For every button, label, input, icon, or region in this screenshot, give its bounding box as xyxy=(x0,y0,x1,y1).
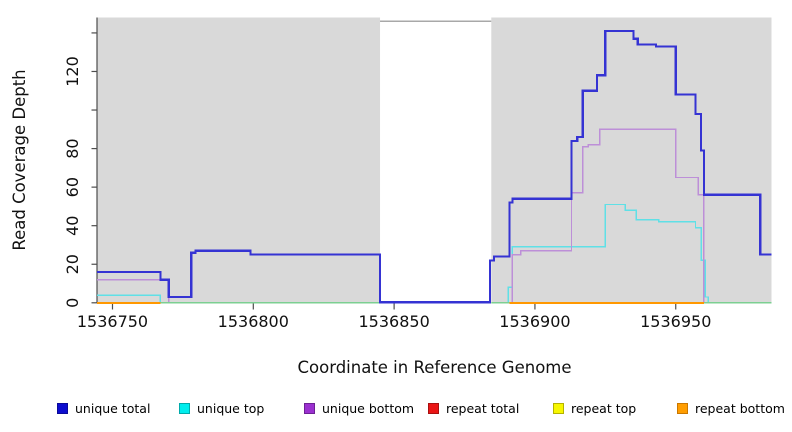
legend-label-unique-top: unique top xyxy=(197,400,265,416)
y-tick-label: 60 xyxy=(63,177,82,197)
legend-item-unique-total: unique total xyxy=(57,399,150,417)
series-unique-total xyxy=(97,29,772,304)
legend-label-repeat-bottom: repeat bottom xyxy=(695,400,785,416)
legend-item-repeat-total: repeat total xyxy=(428,399,519,417)
legend: unique total unique top unique bottom re… xyxy=(0,399,792,421)
masked-region xyxy=(380,17,492,304)
legend-swatch-unique-bottom xyxy=(304,402,315,414)
x-tick-label: 1536950 xyxy=(640,312,711,331)
y-tick-label: 20 xyxy=(63,254,82,274)
legend-swatch-repeat-total xyxy=(428,402,439,414)
legend-label-unique-total: unique total xyxy=(75,400,151,416)
x-tick-label: 1536900 xyxy=(499,312,570,331)
y-tick-label: 80 xyxy=(63,138,82,158)
x-tick-label: 1536850 xyxy=(358,312,429,331)
series-unique-top xyxy=(97,203,772,304)
legend-label-repeat-top: repeat top xyxy=(571,400,637,416)
legend-swatch-unique-top xyxy=(179,402,190,414)
legend-swatch-repeat-bottom xyxy=(677,402,688,414)
legend-item-repeat-bottom: repeat bottom xyxy=(677,399,785,417)
legend-item-repeat-top: repeat top xyxy=(553,399,636,417)
legend-swatch-unique-total xyxy=(57,402,68,414)
legend-label-unique-bottom: unique bottom xyxy=(322,400,415,416)
legend-item-unique-bottom: unique bottom xyxy=(304,399,414,417)
x-tick-label: 1536750 xyxy=(77,312,148,331)
y-axis-title: Read Coverage Depth xyxy=(10,69,29,251)
chart-canvas: 0 20 40 60 80 120 1536750 1536800 1536850 1536900… xyxy=(63,17,772,331)
x-axis-title: Coordinate in Reference Genome xyxy=(297,358,572,377)
y-tick-label: 40 xyxy=(63,216,82,236)
y-tick-label: 120 xyxy=(63,56,82,87)
legend-item-unique-top: unique top xyxy=(179,399,264,417)
y-tick-label: 0 xyxy=(63,298,82,308)
x-tick-label: 1536800 xyxy=(218,312,289,331)
series-unique-bottom xyxy=(97,128,772,304)
legend-swatch-repeat-top xyxy=(553,402,564,414)
legend-label-repeat-total: repeat total xyxy=(446,400,520,416)
